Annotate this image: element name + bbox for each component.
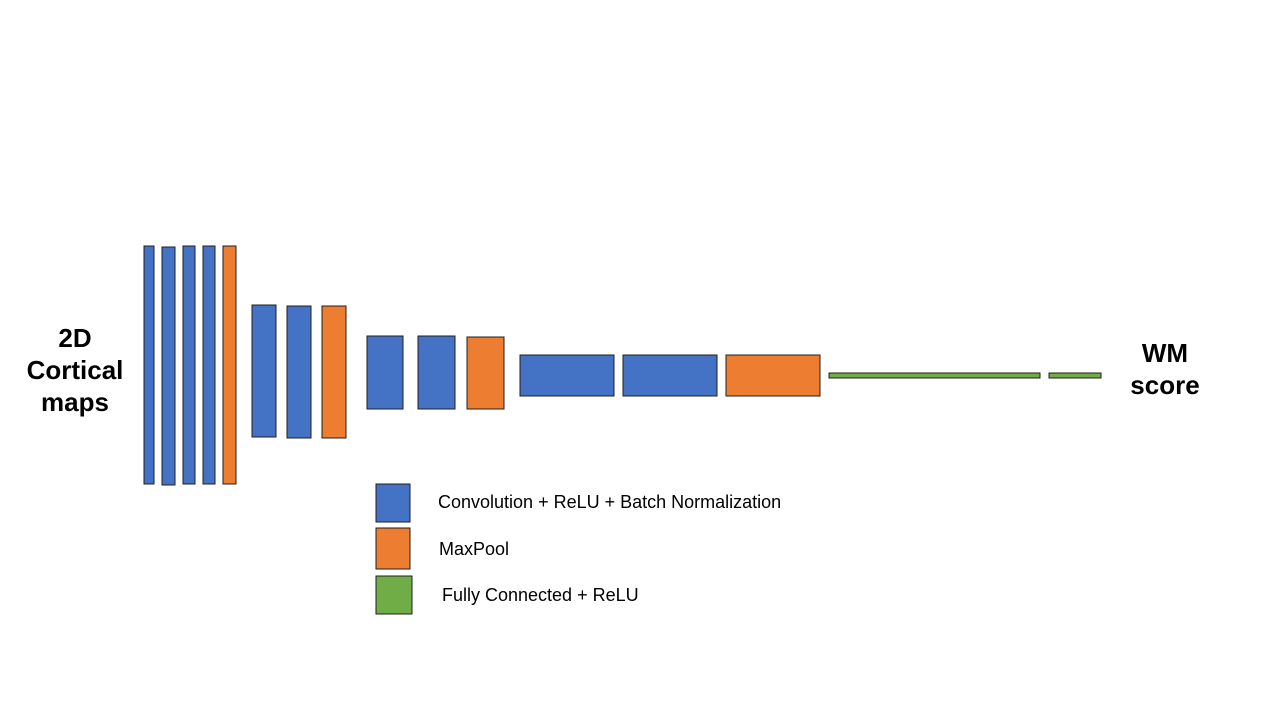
- conv-block: [286, 305, 312, 439]
- legend: Convolution + ReLU + Batch Normalization…: [375, 483, 781, 615]
- conv-block: [251, 304, 277, 438]
- conv-block: [143, 245, 155, 485]
- fc-block: [828, 372, 1041, 379]
- pool-block: [466, 336, 505, 410]
- label-line: maps: [41, 387, 109, 417]
- label-line: WM: [1142, 338, 1188, 368]
- conv-block: [366, 335, 404, 410]
- conv-block: [622, 354, 718, 397]
- fc-block: [1048, 372, 1102, 379]
- label-line: Cortical: [27, 355, 124, 385]
- pool-block: [321, 305, 347, 439]
- network: [143, 245, 1102, 486]
- legend-swatch: [375, 527, 411, 570]
- legend-label: Fully Connected + ReLU: [442, 585, 639, 605]
- legend-label: Convolution + ReLU + Batch Normalization: [438, 492, 781, 512]
- conv-block: [417, 335, 456, 410]
- pool-block: [725, 354, 821, 397]
- legend-label: MaxPool: [439, 539, 509, 559]
- pool-block: [222, 245, 237, 485]
- conv-block: [161, 246, 176, 486]
- label-line: score: [1130, 370, 1199, 400]
- conv-block: [182, 245, 196, 485]
- output-label: WM score: [1130, 338, 1199, 400]
- input-label: 2D Cortical maps: [27, 323, 124, 417]
- legend-swatch: [375, 575, 413, 615]
- legend-swatch: [375, 483, 411, 523]
- conv-block: [202, 245, 216, 485]
- label-line: 2D: [58, 323, 91, 353]
- conv-block: [519, 354, 615, 397]
